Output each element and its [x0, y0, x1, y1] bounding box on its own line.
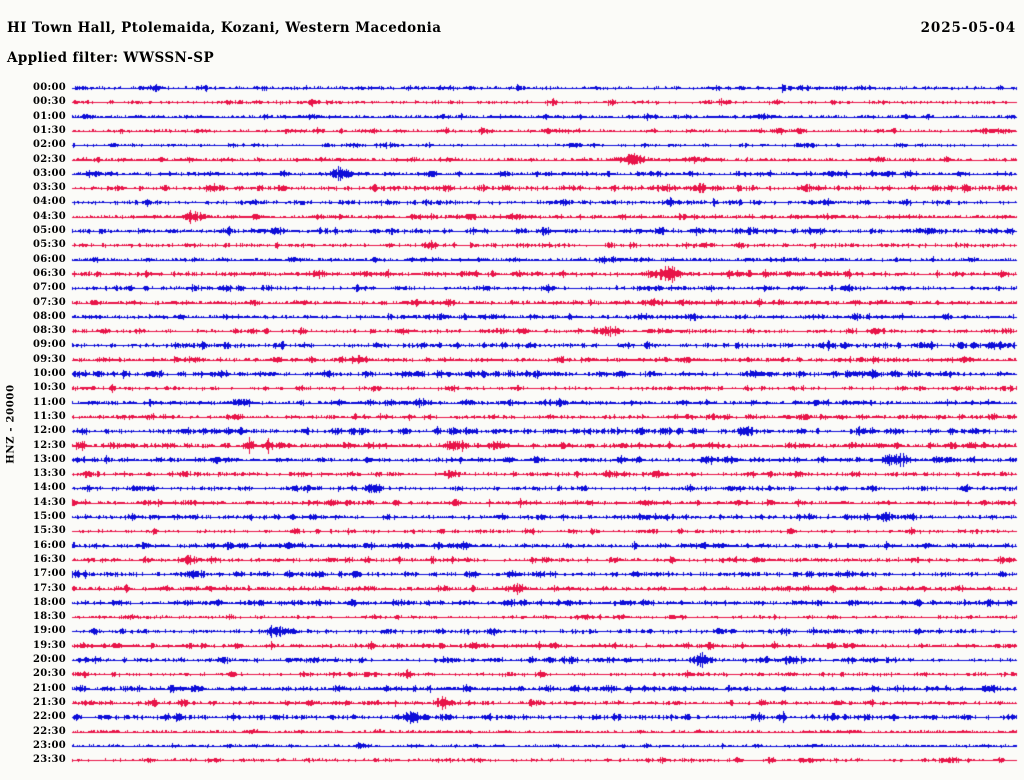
trace-time-label: 08:00	[32, 311, 66, 322]
trace-time-label: 16:00	[32, 540, 66, 551]
trace-time-label: 10:00	[32, 368, 66, 379]
trace-time-label: 18:30	[32, 611, 66, 622]
trace-time-label: 12:30	[32, 440, 66, 451]
trace-time-label: 13:30	[32, 468, 66, 479]
trace-time-label: 20:30	[32, 668, 66, 679]
trace-time-label: 02:00	[32, 139, 66, 150]
trace-time-label: 11:00	[32, 397, 66, 408]
trace-time-label: 22:30	[32, 726, 66, 737]
trace-time-label: 01:00	[32, 111, 66, 122]
trace-time-label: 08:30	[32, 325, 66, 336]
trace-time-label: 23:00	[32, 740, 66, 751]
page-title: HI Town Hall, Ptolemaida, Kozani, Wester…	[7, 20, 442, 36]
trace-time-label: 11:30	[32, 411, 66, 422]
trace-time-label: 15:30	[32, 525, 66, 536]
trace-time-label: 07:30	[32, 297, 66, 308]
date-label: 2025-05-04	[920, 20, 1016, 36]
trace-time-label: 07:00	[32, 282, 66, 293]
trace-time-label: 21:00	[32, 683, 66, 694]
trace-time-label: 05:30	[32, 239, 66, 250]
trace-time-label: 09:00	[32, 339, 66, 350]
trace-time-label: 00:30	[32, 96, 66, 107]
trace-time-label: 02:30	[32, 154, 66, 165]
trace-time-label: 14:00	[32, 482, 66, 493]
trace-time-label: 04:00	[32, 196, 66, 207]
trace-time-label: 22:00	[32, 711, 66, 722]
trace-time-label: 12:00	[32, 425, 66, 436]
trace-time-label: 00:00	[32, 82, 66, 93]
trace-time-label: 06:00	[32, 254, 66, 265]
trace-time-label: 04:30	[32, 211, 66, 222]
trace-time-label: 18:00	[32, 597, 66, 608]
trace-time-label: 19:30	[32, 640, 66, 651]
trace-time-label: 17:00	[32, 568, 66, 579]
trace-time-label: 17:30	[32, 583, 66, 594]
trace-time-label: 10:30	[32, 382, 66, 393]
trace-time-label: 13:00	[32, 454, 66, 465]
trace-time-label: 05:00	[32, 225, 66, 236]
trace-time-label: 06:30	[32, 268, 66, 279]
trace-time-label: 03:00	[32, 168, 66, 179]
trace-time-label: 20:00	[32, 654, 66, 665]
trace-time-label: 15:00	[32, 511, 66, 522]
trace-time-label: 14:30	[32, 497, 66, 508]
filter-label: Applied filter: WWSSN-SP	[7, 50, 214, 66]
trace-time-label: 23:30	[32, 754, 66, 765]
trace-time-label: 01:30	[32, 125, 66, 136]
trace-time-label: 09:30	[32, 354, 66, 365]
trace-time-label: 21:30	[32, 697, 66, 708]
trace-time-label: 19:00	[32, 625, 66, 636]
trace-time-label: 16:30	[32, 554, 66, 565]
trace-time-label: 03:30	[32, 182, 66, 193]
